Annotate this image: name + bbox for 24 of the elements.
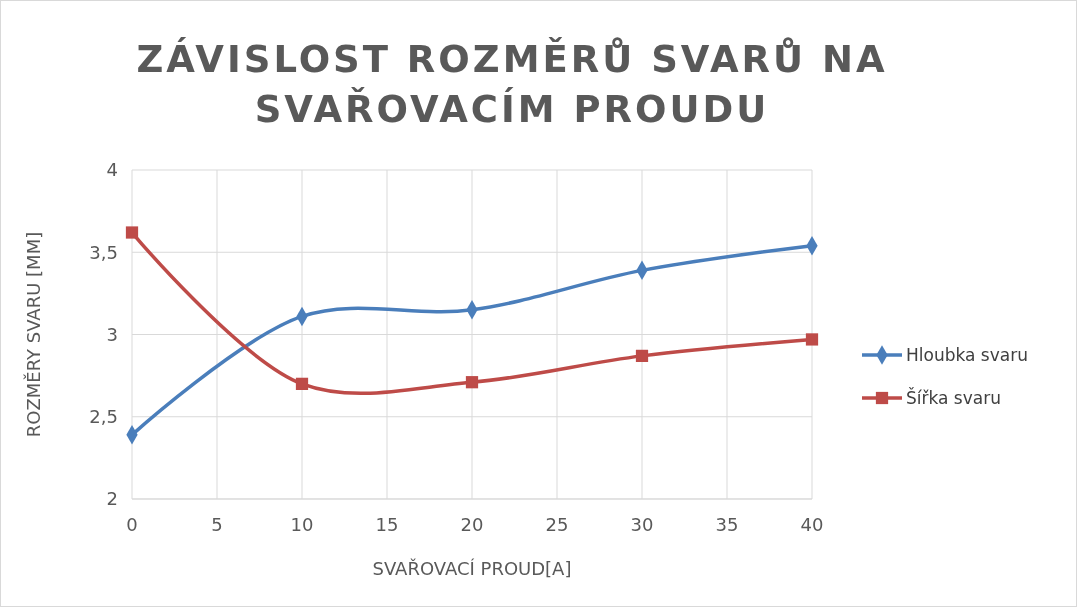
x-tick-label: 20 xyxy=(460,514,484,535)
x-axis-title: SVAŘOVACÍ PROUD[A] xyxy=(372,558,572,579)
y-tick-label: 4 xyxy=(106,159,118,181)
x-tick-label: 30 xyxy=(630,514,654,535)
y-tick-label: 2 xyxy=(106,488,118,510)
y-tick-label: 2,5 xyxy=(89,406,118,428)
y-axis-title: ROZMĚRY SVARU [MM] xyxy=(23,231,44,438)
x-tick-label: 40 xyxy=(800,514,824,535)
point xyxy=(805,333,819,346)
point xyxy=(635,349,649,363)
x-tick-label: 15 xyxy=(375,514,399,535)
legend-label: Šířka svaru xyxy=(906,386,1001,408)
legend-label: Hloubka svaru xyxy=(906,344,1028,365)
point xyxy=(125,226,139,239)
chart-title: ZÁVISLOST ROZMĚRŮ SVARŮ NA SVAŘOVACÍM PROUDU xyxy=(136,37,888,131)
point xyxy=(465,376,479,389)
x-tick-label: 25 xyxy=(545,514,569,535)
y-tick-label: 3 xyxy=(106,323,118,345)
x-tick-label: 10 xyxy=(290,514,314,535)
x-tick-label: 35 xyxy=(715,514,739,535)
x-tick-label: 0 xyxy=(126,514,138,535)
point xyxy=(295,377,309,390)
x-tick-label: 5 xyxy=(211,514,223,535)
y-tick-label: 3,5 xyxy=(89,241,118,263)
